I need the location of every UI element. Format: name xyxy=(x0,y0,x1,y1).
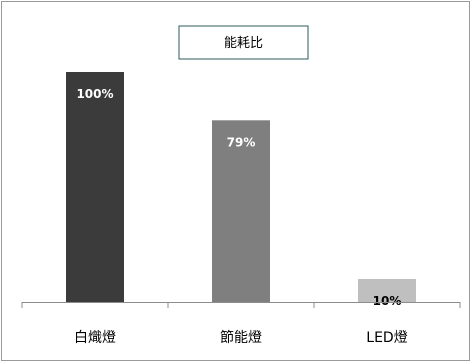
category-labels: 白熾燈 節能燈 LED燈 xyxy=(74,329,408,346)
data-label-3: 10% xyxy=(373,294,402,308)
legend: 能耗比 xyxy=(178,25,309,60)
category-label-3: LED燈 xyxy=(366,330,407,346)
category-label-2: 節能燈 xyxy=(220,329,262,346)
bar-2 xyxy=(212,120,270,302)
bar-1 xyxy=(66,72,124,302)
x-axis xyxy=(21,302,461,308)
data-label-1: 100% xyxy=(76,87,113,101)
bars xyxy=(66,72,416,302)
legend-box xyxy=(178,25,309,60)
bar-3 xyxy=(358,279,416,302)
category-label-1: 白熾燈 xyxy=(74,330,116,346)
data-labels: 100% 79% 10% xyxy=(76,87,401,308)
data-label-2: 79% xyxy=(227,135,256,149)
legend-label: 能耗比 xyxy=(224,36,263,51)
